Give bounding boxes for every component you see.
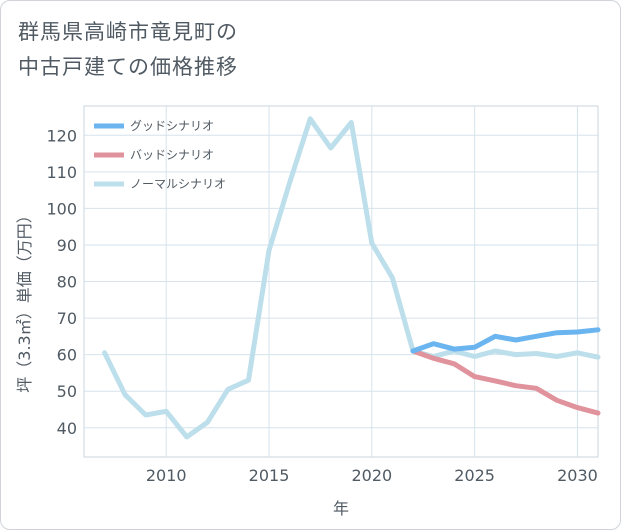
legend-label: ノーマルシナリオ: [130, 177, 226, 191]
series-lines: [102, 116, 601, 440]
x-tick-label: 2010: [146, 466, 187, 485]
y-tick-label: 90: [57, 236, 77, 255]
y-tick-label: 50: [57, 382, 77, 401]
y-tick-label: 80: [57, 273, 77, 292]
series-line-0: [410, 327, 601, 354]
x-tick-label: 2020: [351, 466, 392, 485]
chart-title-line-2: 中古戸建ての価格推移: [18, 55, 238, 79]
legend-label: バッドシナリオ: [130, 148, 214, 162]
chart-title: 群馬県高崎市竜見町の 中古戸建ての価格推移: [18, 15, 238, 85]
series-line-2: [102, 116, 601, 440]
grid-lines: [84, 106, 598, 457]
y-tick-label: 120: [46, 126, 77, 145]
x-axis-label: 年: [333, 499, 349, 518]
x-tick-label: 2030: [557, 466, 598, 485]
y-tick-label: 60: [57, 346, 77, 365]
x-tick-label: 2015: [249, 466, 290, 485]
legend-label: グッドシナリオ: [130, 119, 214, 133]
y-tick-label: 100: [46, 199, 77, 218]
x-tick-label: 2025: [454, 466, 495, 485]
y-tick-labels: 40 50 60 70 80 90 100 110 120: [46, 126, 77, 438]
x-tick-labels: 2010 2015 2020 2025 2030: [146, 466, 598, 485]
y-tick-label: 70: [57, 309, 77, 328]
y-tick-label: 40: [57, 419, 77, 438]
y-axis-label: 坪（3.3㎡）単価（万円）: [15, 207, 34, 392]
chart-title-line-1: 群馬県高崎市竜見町の: [18, 20, 238, 44]
y-tick-label: 110: [46, 163, 77, 182]
series-line-1: [410, 348, 601, 416]
